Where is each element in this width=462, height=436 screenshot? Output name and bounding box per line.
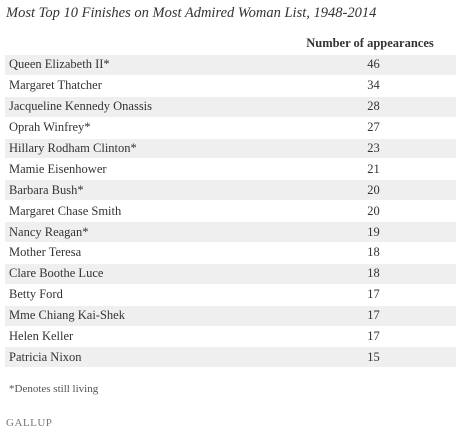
table-row: Oprah Winfrey* 27 (5, 118, 456, 139)
count-cell: 21 (367, 161, 380, 176)
count-cell: 46 (367, 57, 380, 72)
table-row: Jacqueline Kennedy Onassis 28 (5, 96, 456, 118)
name-cell: Clare Boothe Luce (9, 266, 104, 281)
count-cell: 28 (367, 99, 380, 114)
name-cell: Patricia Nixon (9, 349, 82, 364)
count-cell: 19 (367, 224, 380, 239)
table-row: Nancy Reagan* 19 (5, 222, 456, 244)
name-cell: Helen Keller (9, 329, 74, 344)
count-cell: 17 (367, 287, 380, 302)
table-row: Mme Chiang Kai-Shek 17 (5, 305, 456, 327)
count-cell: 17 (367, 329, 380, 344)
name-cell: Betty Ford (9, 287, 63, 302)
table-row: Mother Teresa 18 (5, 243, 456, 264)
title: Most Top 10 Finishes on Most Admired Wom… (6, 5, 377, 21)
count-cell: 27 (367, 120, 380, 135)
count-cell: 18 (367, 245, 380, 260)
table-row: Barbara Bush* 20 (5, 180, 456, 202)
table-row: Margaret Chase Smith 20 (5, 201, 456, 223)
name-cell: Mother Teresa (9, 245, 82, 260)
count-cell: 34 (367, 78, 380, 93)
name-cell: Margaret Chase Smith (9, 203, 122, 218)
count-cell: 18 (367, 266, 380, 281)
count-cell: 17 (367, 308, 380, 323)
name-cell: Mamie Eisenhower (9, 161, 107, 176)
table-row: Patricia Nixon 15 (5, 347, 456, 369)
table-row: Betty Ford 17 (5, 285, 456, 306)
count-cell: 20 (367, 182, 380, 197)
name-cell: Jacqueline Kennedy Onassis (9, 99, 153, 114)
table-row: Hillary Rodham Clinton* 23 (5, 138, 456, 160)
footnote: *Denotes still living (9, 383, 99, 395)
count-cell: 23 (367, 141, 380, 155)
table-row: Helen Keller 17 (5, 327, 456, 348)
table-row: Margaret Thatcher 34 (5, 76, 456, 97)
name-cell: Mme Chiang Kai-Shek (9, 308, 125, 323)
name-cell: Margaret Thatcher (9, 78, 102, 93)
count-cell: 15 (367, 349, 380, 364)
table: Queen Elizabeth II* 46 Margaret Thatcher 34… (5, 55, 456, 369)
table-row: Mamie Eisenhower 21 (5, 159, 456, 181)
table-row: Queen Elizabeth II* 46 (5, 55, 456, 76)
count-cell: 20 (367, 203, 380, 218)
table-row: Clare Boothe Luce 18 (5, 263, 456, 285)
logo: GALLUP (6, 417, 53, 429)
name-cell: Hillary Rodham Clinton* (9, 141, 137, 155)
name-cell: Queen Elizabeth II* (9, 57, 110, 72)
column-header: Number of appearances (306, 36, 434, 50)
name-cell: Oprah Winfrey* (9, 120, 91, 135)
name-cell: Barbara Bush* (9, 182, 84, 197)
name-cell: Nancy Reagan* (9, 224, 89, 239)
